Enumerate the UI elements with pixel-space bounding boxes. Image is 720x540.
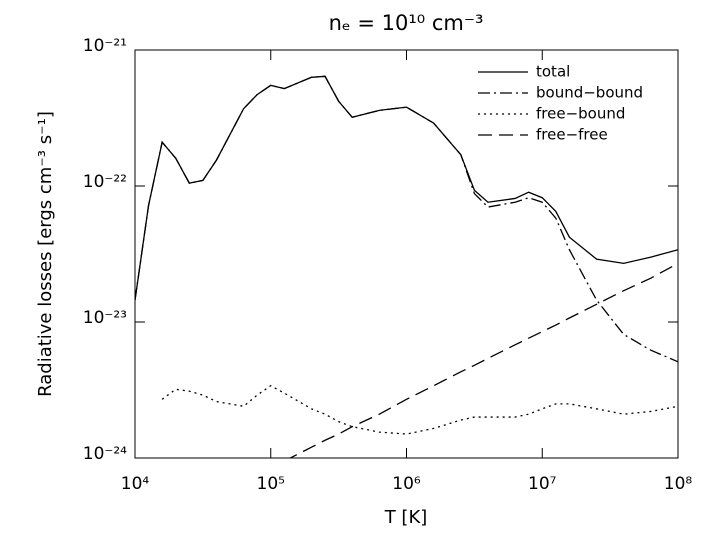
x-tick-label: 10⁷ [528, 474, 557, 494]
chart-title: nₑ = 10¹⁰ cm⁻³ [329, 11, 484, 35]
x-tick-label: 10⁴ [121, 474, 150, 494]
y-tick-label: 10⁻²³ [83, 308, 127, 328]
series-line [135, 75, 678, 363]
x-tick-label: 10⁵ [257, 474, 285, 494]
legend-label: free−bound [536, 105, 625, 123]
x-tick-label: 10⁸ [664, 474, 693, 494]
y-tick-label: 10⁻²² [83, 172, 127, 192]
legend-label: free−free [536, 126, 608, 144]
y-axis-label: Radiative losses [ergs cm⁻³ s⁻¹] [35, 111, 56, 397]
x-tick-label: 10⁶ [392, 474, 421, 494]
x-axis-label: T [K] [384, 507, 428, 528]
legend-label: bound−bound [536, 84, 643, 102]
series-line [161, 384, 678, 435]
y-tick-label: 10⁻²¹ [83, 36, 127, 56]
y-tick-label: 10⁻²⁴ [83, 444, 127, 464]
series-line [288, 262, 678, 458]
legend-label: total [536, 63, 570, 81]
